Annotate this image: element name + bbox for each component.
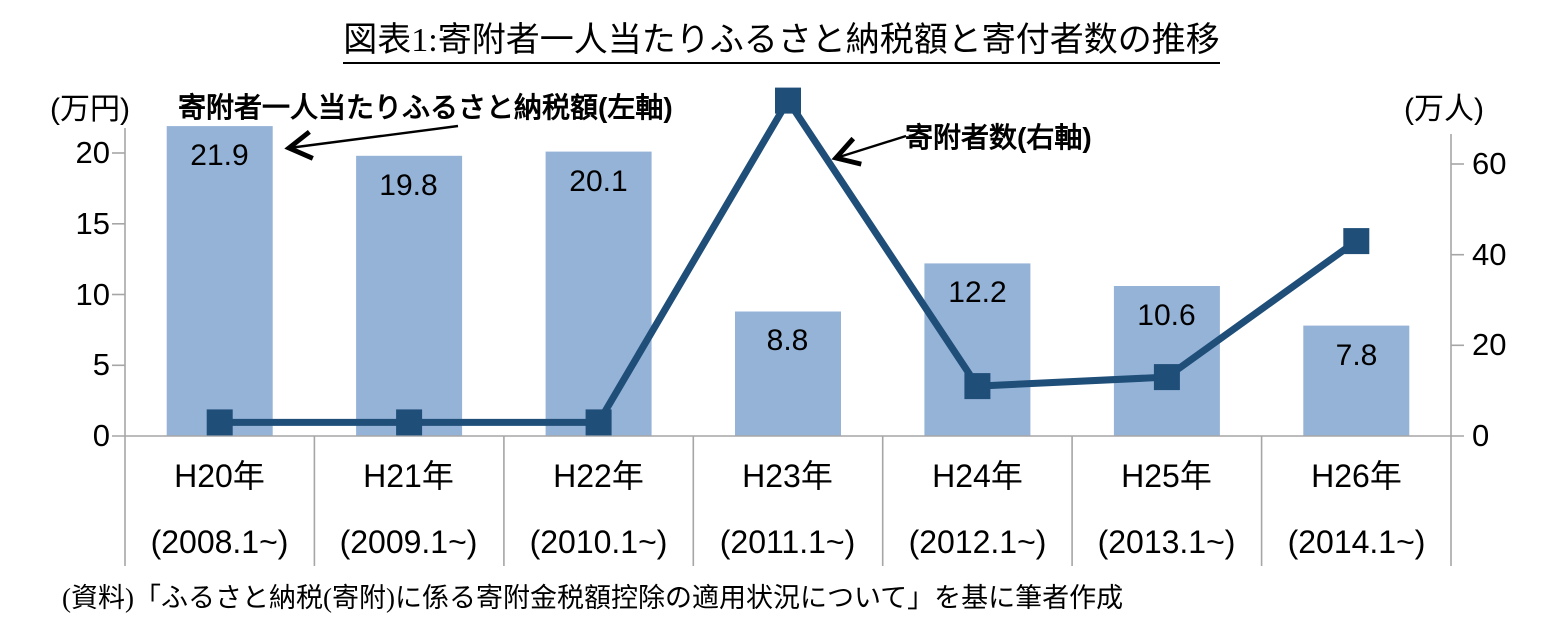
left-axis-tick-label: 5 (92, 347, 110, 382)
bar-value-label: 12.2 (948, 276, 1007, 309)
bar-value-label: 8.8 (766, 324, 809, 357)
bar-H20年 (166, 126, 273, 436)
bar-value-label: 21.9 (190, 139, 249, 172)
left-axis-tick-label: 10 (75, 277, 110, 312)
bar-H23年 (735, 311, 841, 436)
annotation-arrows (289, 124, 907, 158)
donor-count-line-series (206, 87, 1370, 436)
line-annotation-arrow (836, 134, 907, 158)
source-note: (資料)「ふるさと納税(寄附)に係る寄附金税額控除の適用状況について」を基に筆者… (62, 583, 1124, 613)
chart-title-text: 図表1:寄附者一人当たりふるさと納税額と寄付者数の推移 (343, 22, 1220, 64)
left-axis-tick-label: 0 (92, 418, 110, 453)
category-period-label: (2010.1~) (529, 524, 668, 560)
donor-count-marker-H25年 (1153, 364, 1180, 391)
donor-count-marker-H23年 (775, 87, 801, 114)
left-axis-tick-label: 20 (75, 135, 110, 170)
category-year-label: H24年 (932, 458, 1023, 494)
category-year-label: H26年 (1311, 458, 1402, 494)
bar-H21年 (356, 155, 463, 437)
category-period-label: (2013.1~) (1097, 524, 1236, 560)
category-period-label: (2014.1~) (1287, 524, 1426, 560)
left-axis-unit-label: (万円) (50, 93, 130, 126)
bar-series (166, 126, 1410, 437)
right-axis-tick-label: 40 (1472, 237, 1507, 272)
bar-value-label: 19.8 (379, 169, 438, 202)
donor-count-marker-H26年 (1343, 228, 1370, 255)
bar-H26年 (1303, 325, 1410, 436)
right-axis-tick-label: 0 (1472, 418, 1490, 453)
bar-value-label: 20.1 (569, 165, 628, 198)
bar-series-annotation: 寄附者一人当たりふるさと納税額(左軸) (178, 92, 673, 123)
category-period-label: (2011.1~) (719, 524, 856, 560)
category-year-label: H21年 (363, 458, 454, 494)
bar-value-label: 10.6 (1137, 299, 1196, 332)
category-period-label: (2012.1~) (908, 524, 1047, 560)
bar-H22年 (545, 151, 652, 436)
right-axis-unit-label: (万人) (1404, 93, 1484, 126)
right-axis-tick-label: 20 (1472, 327, 1507, 362)
category-period-label: (2008.1~) (150, 524, 289, 560)
category-year-label: H20年 (174, 458, 265, 494)
donor-count-marker-H24年 (964, 373, 991, 400)
donor-count-marker-H20年 (206, 409, 233, 436)
bar-annotation-arrow (289, 124, 459, 148)
axes-and-dividers (112, 128, 1464, 566)
category-period-label: (2009.1~) (339, 524, 478, 560)
chart-title: 図表1:寄附者一人当たりふるさと納税額と寄付者数の推移 (0, 12, 1563, 64)
bar-H25年 (1113, 286, 1220, 436)
right-axis-tick-label: 60 (1472, 146, 1507, 181)
bar-H24年 (924, 263, 1031, 436)
donor-count-marker-H22年 (585, 409, 612, 436)
category-year-label: H23年 (742, 458, 833, 494)
category-year-label: H22年 (553, 458, 644, 494)
bar-value-label: 7.8 (1335, 339, 1378, 372)
line-series-annotation: 寄附者数(右軸) (905, 122, 1092, 153)
donor-count-marker-H21年 (396, 409, 423, 436)
category-year-label: H25年 (1121, 458, 1212, 494)
left-axis-tick-label: 15 (75, 206, 110, 241)
